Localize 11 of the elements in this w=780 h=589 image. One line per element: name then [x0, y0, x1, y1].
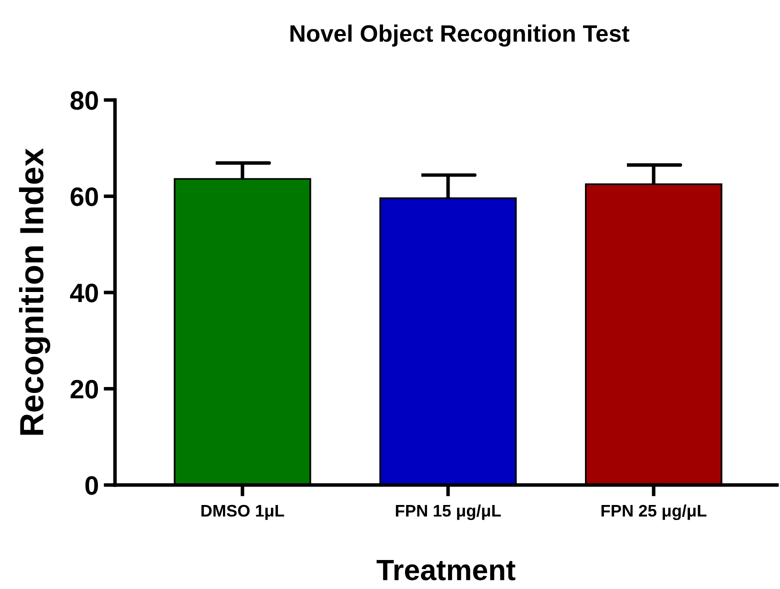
y-axis-title: Recognition Index — [19, 148, 50, 435]
y-tick-label: 40 — [70, 284, 98, 302]
x-tick-label: FPN 25 μg/μL — [602, 504, 706, 520]
x-axis-title: Treatment — [376, 560, 516, 580]
x-tick-label: FPN 15 μg/μL — [396, 504, 501, 520]
y-tick-label: 0 — [85, 476, 98, 495]
y-tick-label: 60 — [70, 187, 98, 206]
y-tick-label: 20 — [70, 380, 98, 399]
chart-title: Novel Object Recognition Test — [290, 24, 630, 47]
y-tick-label: 80 — [70, 91, 98, 110]
x-tick-label: DMSO 1μL — [201, 504, 284, 520]
